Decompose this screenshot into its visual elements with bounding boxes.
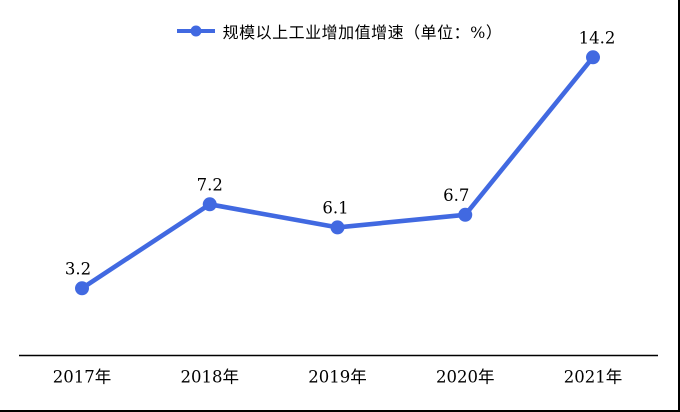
chart-legend: 规模以上工业增加值增速（单位：%） <box>0 19 678 43</box>
x-axis-label: 2017年 <box>53 368 112 387</box>
data-point <box>458 207 473 222</box>
legend-label: 规模以上工业增加值增速（单位：%） <box>222 23 503 42</box>
data-point <box>586 50 600 65</box>
x-axis-label: 2021年 <box>564 368 623 387</box>
data-point-label: 6.7 <box>443 186 469 205</box>
x-axis-label: 2018年 <box>181 368 240 387</box>
data-line <box>79 54 596 291</box>
data-point-label: 7.2 <box>197 175 223 194</box>
data-point <box>330 220 345 235</box>
data-point <box>202 197 217 212</box>
x-axis-label: 2020年 <box>436 368 495 387</box>
legend-line-marker-icon <box>176 25 215 37</box>
data-point <box>75 281 89 296</box>
data-point-label: 14.2 <box>579 28 616 47</box>
data-point-label: 3.2 <box>65 259 91 278</box>
data-point-label: 6.1 <box>322 198 348 217</box>
x-axis-label: 2019年 <box>308 368 367 387</box>
